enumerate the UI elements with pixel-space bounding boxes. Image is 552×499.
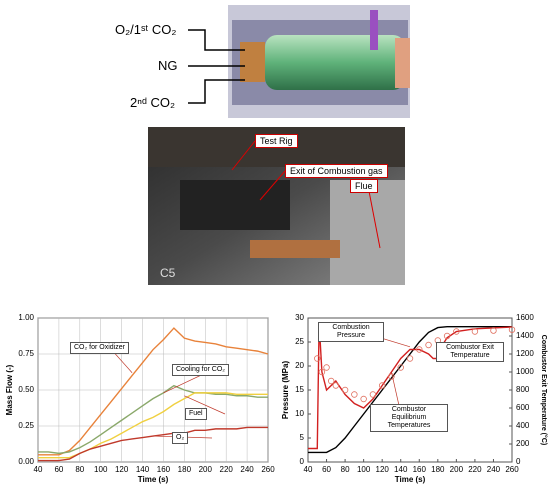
x-tick-label: 60 [54, 465, 63, 474]
marker [443, 332, 451, 340]
x-tick-label: 200 [450, 465, 464, 474]
y2-tick-label: 1000 [516, 367, 534, 376]
x-axis-title: Time (s) [395, 475, 426, 484]
x-tick-label: 220 [220, 465, 234, 474]
series-label: Cooling for CO₂ [172, 364, 230, 377]
y-tick-label: 0.50 [18, 385, 34, 394]
x-tick-label: 40 [304, 465, 313, 474]
y2-tick-label: 0 [516, 457, 521, 466]
series-label: Fuel [185, 408, 207, 421]
x-tick-label: 100 [357, 465, 371, 474]
series-label: Combustion Pressure [318, 322, 384, 343]
x-tick-label: 240 [240, 465, 254, 474]
y-axis-title: Pressure (MPa) [281, 361, 290, 420]
marker [323, 364, 330, 371]
series-label: O₂ [172, 432, 189, 445]
series-label: CO₂ for Oxidizer [70, 342, 129, 355]
marker [341, 386, 349, 394]
x-tick-label: 40 [34, 465, 43, 474]
marker [314, 355, 321, 362]
photo-leaders [231, 140, 381, 249]
marker [406, 355, 414, 362]
x-tick-label: 260 [505, 465, 519, 474]
series-line [308, 325, 512, 454]
x-tick-label: 100 [94, 465, 108, 474]
y2-tick-label: 800 [516, 385, 530, 394]
y-tick-label: 10 [295, 409, 304, 418]
x-tick-label: 200 [199, 465, 213, 474]
x-tick-label: 80 [75, 465, 84, 474]
y2-tick-label: 1200 [516, 349, 534, 358]
series-label: Combustor Exit Temperature [436, 342, 504, 363]
y-tick-label: 5 [300, 433, 305, 442]
marker [318, 368, 326, 376]
marker [369, 391, 377, 398]
x-tick-label: 180 [178, 465, 192, 474]
x-tick-label: 140 [136, 465, 150, 474]
x-tick-label: 240 [487, 465, 501, 474]
y-tick-label: 0.75 [18, 349, 34, 358]
marker [327, 377, 335, 385]
y-tick-label: 25 [295, 337, 304, 346]
photo-label: Exit of Combustion gas [285, 164, 388, 178]
photo [148, 127, 405, 285]
y-axis-title: Mass Flow (-) [5, 364, 14, 415]
x-tick-label: 80 [341, 465, 350, 474]
series-line [38, 327, 269, 456]
marker [388, 373, 395, 380]
photo-label: Test Rig [255, 134, 298, 148]
marker [471, 328, 479, 335]
x-tick-label: 140 [394, 465, 408, 474]
photo-label: Flue [350, 179, 378, 193]
diagram-label: NG [158, 58, 178, 73]
marker [453, 328, 460, 335]
y2-tick-label: 1600 [516, 313, 534, 322]
combustor-cad [228, 5, 410, 118]
marker [490, 327, 497, 334]
x-tick-label: 260 [261, 465, 275, 474]
y-tick-label: 30 [295, 313, 304, 322]
y-tick-label: 0.00 [18, 457, 34, 466]
x-tick-label: 160 [157, 465, 171, 474]
series-label: Combustor Equilibrium Temperatures [370, 404, 448, 433]
marker [416, 346, 423, 353]
y2-tick-label: 600 [516, 403, 530, 412]
diagram-label: O₂/1ˢᵗ CO₂ [115, 22, 177, 37]
marker [332, 382, 340, 389]
photo-stamp: C5 [160, 266, 176, 280]
y-tick-label: 1.00 [18, 313, 34, 322]
series-line [38, 384, 268, 455]
marker [360, 395, 367, 403]
marker [378, 382, 386, 389]
marker [425, 341, 432, 349]
y2-tick-label: 400 [516, 421, 530, 430]
x-tick-label: 180 [431, 465, 445, 474]
diagram-label: 2ⁿᵈ CO₂ [130, 95, 176, 110]
x-tick-label: 160 [413, 465, 427, 474]
y-tick-label: 15 [295, 385, 304, 394]
y-tick-label: 20 [295, 361, 304, 370]
marker [351, 391, 358, 398]
marker [397, 364, 404, 371]
x-tick-label: 120 [376, 465, 390, 474]
x-tick-label: 220 [468, 465, 482, 474]
y-tick-label: 0.25 [18, 421, 34, 430]
callout-leader [184, 395, 226, 415]
y2-axis-title: Combustor Exit Temperature (°C) [540, 335, 548, 445]
x-tick-label: 120 [115, 465, 129, 474]
y-tick-label: 0 [300, 457, 305, 466]
y2-tick-label: 1400 [516, 331, 534, 340]
series-line [308, 322, 513, 450]
feed-arrows [188, 29, 245, 104]
x-axis-title: Time (s) [138, 475, 169, 484]
x-tick-label: 60 [322, 465, 331, 474]
y2-tick-label: 200 [516, 439, 530, 448]
marker [508, 326, 516, 333]
callout-leader [391, 371, 401, 411]
